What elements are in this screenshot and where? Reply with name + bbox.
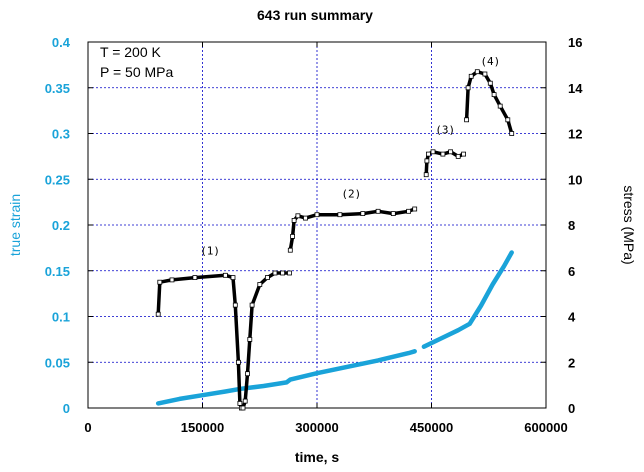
stress-data-point (375, 208, 381, 214)
y-left-tick-label: 0.15 (45, 264, 70, 279)
stress-data-point (155, 311, 161, 317)
stress-data-point (487, 80, 493, 86)
stress-data-point (169, 277, 175, 283)
grid-lines (88, 42, 546, 408)
stress-data-point (423, 172, 429, 178)
y-left-tick-label: 0.2 (52, 218, 70, 233)
stress-data-point (303, 215, 308, 221)
stress-data-point (314, 212, 320, 218)
stress-data-point (474, 69, 480, 75)
y-left-tick-label: 0 (63, 401, 70, 416)
stress-data-point (272, 270, 278, 276)
stress-data-point (497, 103, 503, 109)
x-axis-label: time, s (295, 449, 340, 465)
stress-data-point (412, 206, 418, 212)
stress-data-point (424, 158, 430, 164)
stage-labels: (1) (2) (3) (4) (200, 55, 500, 258)
stress-data-point (430, 149, 436, 155)
x-tick-label: 300000 (295, 420, 338, 435)
stage-label: (2) (341, 188, 361, 201)
stress-data-point (448, 149, 454, 155)
stress-data-point (287, 247, 293, 253)
axis-ticks: 0 150000 300000 450000 60000000.050.10.150.2… (45, 35, 584, 435)
chart-title: 643 run summary (257, 7, 373, 23)
y-left-tick-label: 0.4 (52, 35, 71, 50)
y-right-tick-label: 2 (568, 355, 575, 370)
x-tick-label: 450000 (410, 420, 453, 435)
stress-data-point (242, 398, 248, 404)
y-axis-right-label: stress (MPa) (621, 185, 637, 264)
stress-series-line (288, 207, 417, 252)
stress-data-point (237, 400, 243, 406)
y-right-tick-label: 10 (568, 172, 582, 187)
series-layer (155, 69, 515, 411)
y-right-tick-label: 4 (568, 310, 576, 325)
x-tick-label: 0 (84, 420, 91, 435)
stress-data-point (465, 85, 471, 91)
stress-data-point (491, 92, 497, 97)
stress-data-point (509, 131, 515, 136)
stress-data-point (505, 117, 511, 123)
stress-series-line (156, 271, 292, 410)
y-left-tick-label: 0.3 (52, 127, 70, 142)
stress-series-line (464, 69, 514, 136)
y-right-tick-label: 8 (568, 218, 575, 233)
stress-data-point (257, 282, 263, 287)
x-tick-label: 150000 (181, 420, 224, 435)
stress-data-point (232, 302, 238, 308)
strain-series-line (421, 250, 514, 349)
stress-data-point (406, 208, 412, 214)
stress-data-point (240, 405, 246, 411)
stage-label: (1) (200, 245, 220, 258)
stress-data-point (464, 117, 470, 123)
stress-data-point (440, 151, 446, 157)
y-right-tick-label: 16 (568, 35, 582, 50)
y-axis-left-label: true strain (7, 194, 23, 256)
stress-data-point (249, 302, 255, 308)
y-left-tick-label: 0.1 (52, 310, 70, 325)
stress-data-point (461, 151, 467, 157)
strain-series-line (155, 349, 417, 406)
stress-data-point (295, 213, 301, 219)
y-right-tick-label: 12 (568, 127, 582, 142)
stress-data-point (235, 359, 241, 365)
stress-data-point (230, 275, 236, 281)
y-right-tick-label: 14 (568, 81, 583, 96)
stress-data-point (157, 279, 163, 285)
y-left-tick-label: 0.05 (45, 355, 70, 370)
stage-label: (4) (480, 55, 500, 68)
stress-data-point (468, 73, 474, 79)
x-tick-label: 600000 (524, 420, 567, 435)
y-left-tick-label: 0.35 (45, 81, 70, 96)
stress-data-point (247, 336, 253, 342)
stress-data-point (290, 233, 296, 239)
stress-data-point (245, 371, 250, 377)
y-right-tick-label: 6 (568, 264, 575, 279)
stress-data-point (482, 71, 488, 77)
stress-data-point (337, 212, 343, 218)
stress-data-point (222, 272, 228, 278)
stress-data-point (192, 275, 198, 281)
y-right-tick-label: 0 (568, 401, 575, 416)
stress-data-point (360, 211, 366, 217)
stress-data-point (280, 270, 286, 276)
stress-data-point (425, 151, 431, 157)
stress-data-point (264, 275, 270, 281)
annotation-pressure: P = 50 MPa (100, 64, 174, 80)
stress-data-point (287, 270, 292, 276)
stress-data-point (455, 153, 461, 159)
y-left-tick-label: 0.25 (45, 172, 70, 187)
stress-data-point (390, 211, 396, 217)
stage-label: (3) (435, 124, 455, 137)
stress-data-point (291, 217, 297, 223)
annotation-temperature: T = 200 K (100, 44, 162, 60)
